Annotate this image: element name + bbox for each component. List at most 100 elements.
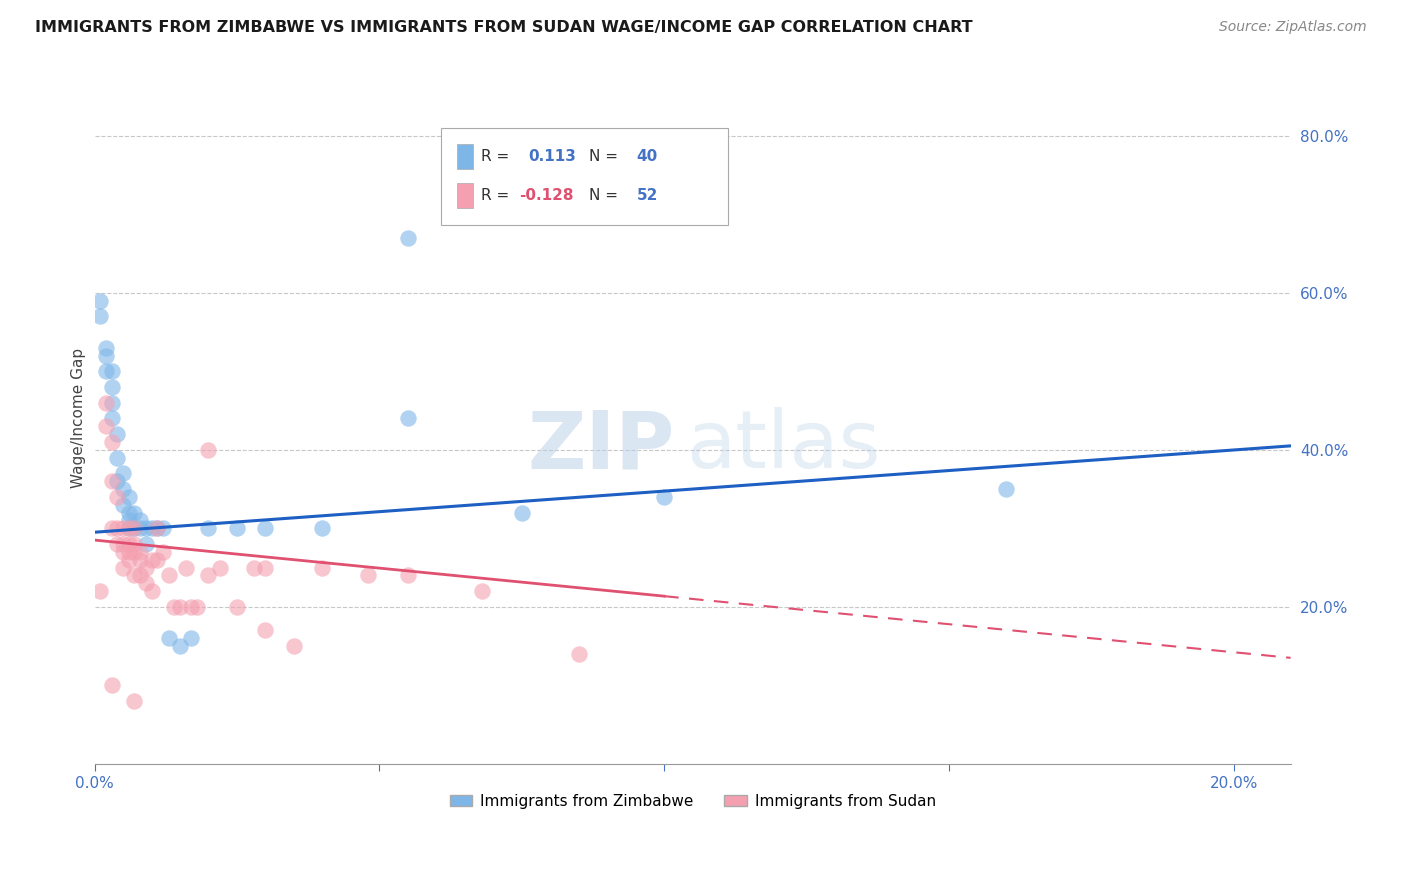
Point <box>112 482 135 496</box>
Point <box>105 450 128 465</box>
Point <box>254 624 277 638</box>
Text: Source: ZipAtlas.com: Source: ZipAtlas.com <box>1219 20 1367 34</box>
FancyBboxPatch shape <box>441 128 728 225</box>
Point <box>396 411 419 425</box>
Point <box>311 560 333 574</box>
Point <box>112 498 135 512</box>
Text: ZIP: ZIP <box>527 407 675 485</box>
Point <box>135 537 157 551</box>
Point <box>100 474 122 488</box>
Point <box>100 521 122 535</box>
Point <box>105 427 128 442</box>
Point <box>169 639 191 653</box>
Point <box>186 599 208 614</box>
Point <box>152 545 174 559</box>
Text: -0.128: -0.128 <box>519 187 574 202</box>
Point <box>118 545 141 559</box>
Point <box>118 521 141 535</box>
Point <box>135 560 157 574</box>
Point <box>396 231 419 245</box>
Point <box>124 506 146 520</box>
Point <box>146 552 169 566</box>
Point <box>471 584 494 599</box>
Text: 40: 40 <box>637 149 658 164</box>
Point <box>146 521 169 535</box>
Point <box>157 631 180 645</box>
Point <box>105 490 128 504</box>
Point <box>141 584 163 599</box>
Text: R =: R = <box>481 149 509 164</box>
Point <box>208 560 231 574</box>
Point <box>197 568 219 582</box>
Point <box>124 521 146 535</box>
Point <box>94 395 117 409</box>
Point <box>118 506 141 520</box>
Point <box>112 467 135 481</box>
Point <box>568 647 591 661</box>
Y-axis label: Wage/Income Gap: Wage/Income Gap <box>72 349 86 489</box>
Point <box>357 568 380 582</box>
Point <box>124 694 146 708</box>
Point <box>180 599 202 614</box>
Point <box>94 419 117 434</box>
Point <box>129 568 152 582</box>
Point <box>141 521 163 535</box>
Point <box>283 639 305 653</box>
Point <box>141 552 163 566</box>
Point <box>100 411 122 425</box>
Point <box>89 584 111 599</box>
Point <box>169 599 191 614</box>
Point <box>254 560 277 574</box>
Point <box>118 537 141 551</box>
Point <box>135 521 157 535</box>
Point <box>146 521 169 535</box>
Point <box>994 482 1017 496</box>
Point <box>163 599 186 614</box>
Bar <box>457 145 472 169</box>
Point <box>118 513 141 527</box>
Text: 0.113: 0.113 <box>529 149 576 164</box>
Point <box>112 537 135 551</box>
Point <box>396 568 419 582</box>
Point <box>100 395 122 409</box>
Point <box>243 560 266 574</box>
Point <box>254 521 277 535</box>
Text: IMMIGRANTS FROM ZIMBABWE VS IMMIGRANTS FROM SUDAN WAGE/INCOME GAP CORRELATION CH: IMMIGRANTS FROM ZIMBABWE VS IMMIGRANTS F… <box>35 20 973 35</box>
Point <box>129 545 152 559</box>
Point <box>197 521 219 535</box>
Point <box>112 545 135 559</box>
Text: 52: 52 <box>637 187 658 202</box>
Point <box>100 364 122 378</box>
Point <box>652 490 675 504</box>
Point <box>510 506 533 520</box>
Point <box>118 521 141 535</box>
Text: N =: N = <box>589 187 617 202</box>
Point <box>197 442 219 457</box>
Point <box>112 521 135 535</box>
Point <box>174 560 197 574</box>
Point <box>118 490 141 504</box>
Text: R =: R = <box>481 187 509 202</box>
Point <box>152 521 174 535</box>
Point <box>226 521 249 535</box>
Point <box>135 576 157 591</box>
Point <box>94 341 117 355</box>
Point <box>129 513 152 527</box>
Legend: Immigrants from Zimbabwe, Immigrants from Sudan: Immigrants from Zimbabwe, Immigrants fro… <box>443 788 942 815</box>
Point <box>124 521 146 535</box>
Point <box>105 537 128 551</box>
Point <box>100 434 122 449</box>
Point <box>105 474 128 488</box>
Point <box>94 364 117 378</box>
Point <box>100 380 122 394</box>
Point <box>94 349 117 363</box>
Text: N =: N = <box>589 149 617 164</box>
Point <box>157 568 180 582</box>
Point <box>112 560 135 574</box>
Point <box>105 521 128 535</box>
Text: atlas: atlas <box>686 407 882 485</box>
Point <box>89 310 111 324</box>
Point <box>226 599 249 614</box>
Point <box>118 552 141 566</box>
Point <box>311 521 333 535</box>
